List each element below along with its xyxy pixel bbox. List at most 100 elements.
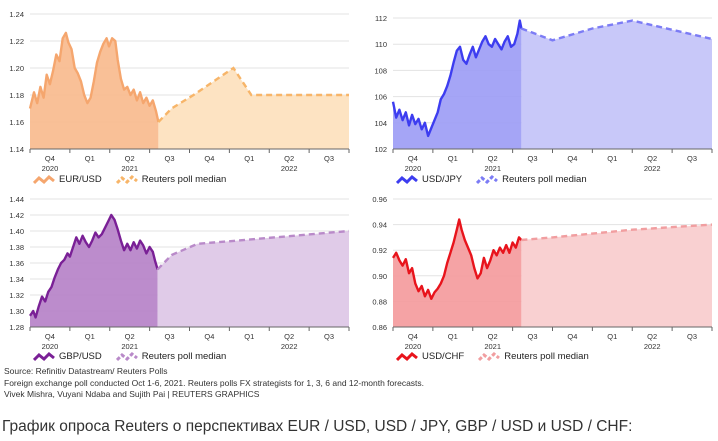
- year-label: 2022: [644, 342, 661, 351]
- legend-label-gbpusd-poll: Reuters poll median: [141, 351, 227, 362]
- legend-swatch-forecast: [476, 174, 499, 184]
- y-tick-label: 106: [374, 93, 387, 102]
- legend-label-gbpusd: GBP/USD: [59, 351, 102, 362]
- legend-label-usdjpy: USD/JPY: [422, 174, 463, 185]
- history-line: [29, 213, 159, 319]
- year-label: 2021: [121, 342, 138, 351]
- forecast-area: [158, 68, 349, 149]
- chart-usdchf: 0.96 0.94 0.92 0.90 0.88 0.86 Q4 Q1 Q2 Q3 Q4 Q1 Q2 Q3…: [372, 195, 713, 351]
- x-tick-label: Q3: [528, 154, 538, 163]
- y-tick-label: 108: [374, 66, 387, 75]
- year-label: 2021: [484, 164, 501, 173]
- y-tick-label: 0.96: [372, 195, 387, 204]
- x-tick-label: Q3: [324, 332, 334, 341]
- chart-usdjpy: 112 110 108 106 104 102 Q4 Q1 Q2 Q3 Q4 Q1 Q2 Q3 2020 20…: [374, 14, 713, 173]
- legend-item-gbpusd-history: GBP/USD: [33, 351, 102, 362]
- legend-usdjpy: USD/JPY Reuters poll median: [396, 174, 601, 185]
- x-tick-label: Q1: [607, 332, 617, 341]
- legend-label-usdchf-poll: Reuters poll median: [504, 351, 589, 362]
- x-tick-label: Q3: [687, 332, 697, 341]
- x-tick-label: Q3: [165, 154, 175, 163]
- x-tick-label: Q1: [85, 332, 95, 341]
- legend-item-usdjpy-forecast: Reuters poll median: [476, 174, 587, 185]
- y-tick-label: 110: [375, 40, 387, 49]
- y-tick-label: 1.30: [9, 307, 24, 316]
- legend-gbpusd: GBP/USD Reuters poll median: [33, 351, 240, 362]
- history-area: [30, 32, 159, 149]
- year-label: 2021: [484, 342, 501, 351]
- x-tick-label: Q2: [647, 154, 657, 163]
- forecast-line: [521, 223, 713, 242]
- chart-panel-usdchf: 0.96 0.94 0.92 0.90 0.88 0.86 Q4 Q1 Q2 Q3 Q4 Q1 Q2 Q3…: [363, 191, 718, 356]
- forecast-line: [157, 66, 349, 123]
- chart-panel-gbpusd: 1.44 1.42 1.40 1.38 1.36 1.34 1.32 1.30 1.28 Q4 Q1…: [0, 191, 355, 356]
- history-line: [391, 218, 523, 300]
- x-tick-label: Q4: [567, 332, 577, 341]
- x-tick-label: Q4: [45, 332, 55, 341]
- history-line: [391, 19, 523, 138]
- x-tick-label: Q2: [284, 332, 294, 341]
- y-tick-label: 1.20: [9, 64, 24, 73]
- y-tick-label: 104: [374, 119, 387, 128]
- legend-item-usdjpy-history: USD/JPY: [396, 174, 462, 185]
- forecast-area: [521, 20, 712, 149]
- source-note: Source: Refinitiv Datastream/ Reuters Po…: [4, 366, 168, 376]
- y-tick-label: 1.36: [9, 259, 24, 268]
- y-tick-label: 102: [374, 145, 387, 154]
- y-tick-label: 1.28: [9, 323, 24, 332]
- x-tick-label: Q4: [204, 154, 214, 163]
- legend-label-eurusd: EUR/USD: [59, 174, 102, 185]
- x-tick-label: Q1: [448, 154, 458, 163]
- x-tick-label: Q1: [244, 332, 254, 341]
- y-tick-label: 1.32: [9, 291, 24, 300]
- legend-swatch-history: [33, 351, 55, 361]
- forecast-line: [520, 19, 713, 42]
- legend-item-usdchf-history: USD/CHF: [396, 351, 464, 362]
- y-tick-label: 1.34: [9, 275, 24, 284]
- legend-swatch-history: [396, 351, 418, 361]
- x-tick-label: Q3: [528, 332, 538, 341]
- x-tick-label: Q4: [408, 332, 418, 341]
- x-tick-label: Q2: [125, 332, 135, 341]
- article-caption: График опроса Reuters о перспективах EUR…: [2, 418, 633, 435]
- y-tick-label: 1.40: [9, 227, 24, 236]
- history-area: [30, 215, 158, 327]
- chart-gbpusd: 1.44 1.42 1.40 1.38 1.36 1.34 1.32 1.30 1.28 Q4 Q1…: [9, 195, 350, 351]
- legend-item-eurusd-forecast: Reuters poll median: [115, 174, 227, 185]
- x-tick-label: Q1: [607, 154, 617, 163]
- credits-note: Vivek Mishra, Vuyani Ndaba and Sujith Pa…: [4, 389, 260, 399]
- y-tick-label: 1.42: [9, 211, 24, 220]
- legend-swatch-history: [33, 174, 55, 184]
- y-tick-label: 0.88: [372, 297, 387, 306]
- y-tick-label: 1.18: [9, 91, 24, 100]
- year-label: 2022: [281, 342, 298, 351]
- legend-label-usdjpy-poll: Reuters poll median: [502, 174, 587, 185]
- x-tick-label: Q4: [204, 332, 214, 341]
- legend-swatch-history: [396, 174, 418, 184]
- year-label: 2020: [405, 164, 422, 173]
- legend-item-gbpusd-forecast: Reuters poll median: [115, 351, 227, 362]
- chart-notes: Source: Refinitiv Datastream/ Reuters Po…: [4, 366, 424, 401]
- x-tick-label: Q3: [687, 154, 697, 163]
- legend-label-eurusd-poll: Reuters poll median: [141, 174, 227, 185]
- year-label: 2020: [42, 342, 59, 351]
- y-tick-label: 1.24: [9, 10, 24, 19]
- year-label: 2022: [281, 164, 298, 173]
- chart-eurusd: 1.24 1.22 1.20 1.18 1.16 1.14 Q4 Q1 Q2 Q3 Q4 Q1 Q2 Q3…: [9, 10, 350, 173]
- legend-item-eurusd-history: EUR/USD: [33, 174, 102, 185]
- x-tick-label: Q2: [488, 332, 498, 341]
- y-tick-label: 1.44: [9, 195, 24, 204]
- y-tick-label: 1.38: [9, 243, 24, 252]
- x-tick-label: Q1: [85, 154, 95, 163]
- legend-eurusd: EUR/USD Reuters poll median: [33, 174, 240, 185]
- year-label: 2020: [42, 164, 59, 173]
- history-area: [393, 219, 522, 327]
- x-tick-label: Q2: [284, 154, 294, 163]
- x-tick-label: Q3: [165, 332, 175, 341]
- legend-swatch-forecast: [115, 351, 138, 361]
- year-label: 2021: [121, 164, 138, 173]
- forecast-area: [521, 224, 712, 327]
- x-tick-label: Q2: [125, 154, 135, 163]
- x-tick-label: Q1: [448, 332, 458, 341]
- x-tick-label: Q2: [647, 332, 657, 341]
